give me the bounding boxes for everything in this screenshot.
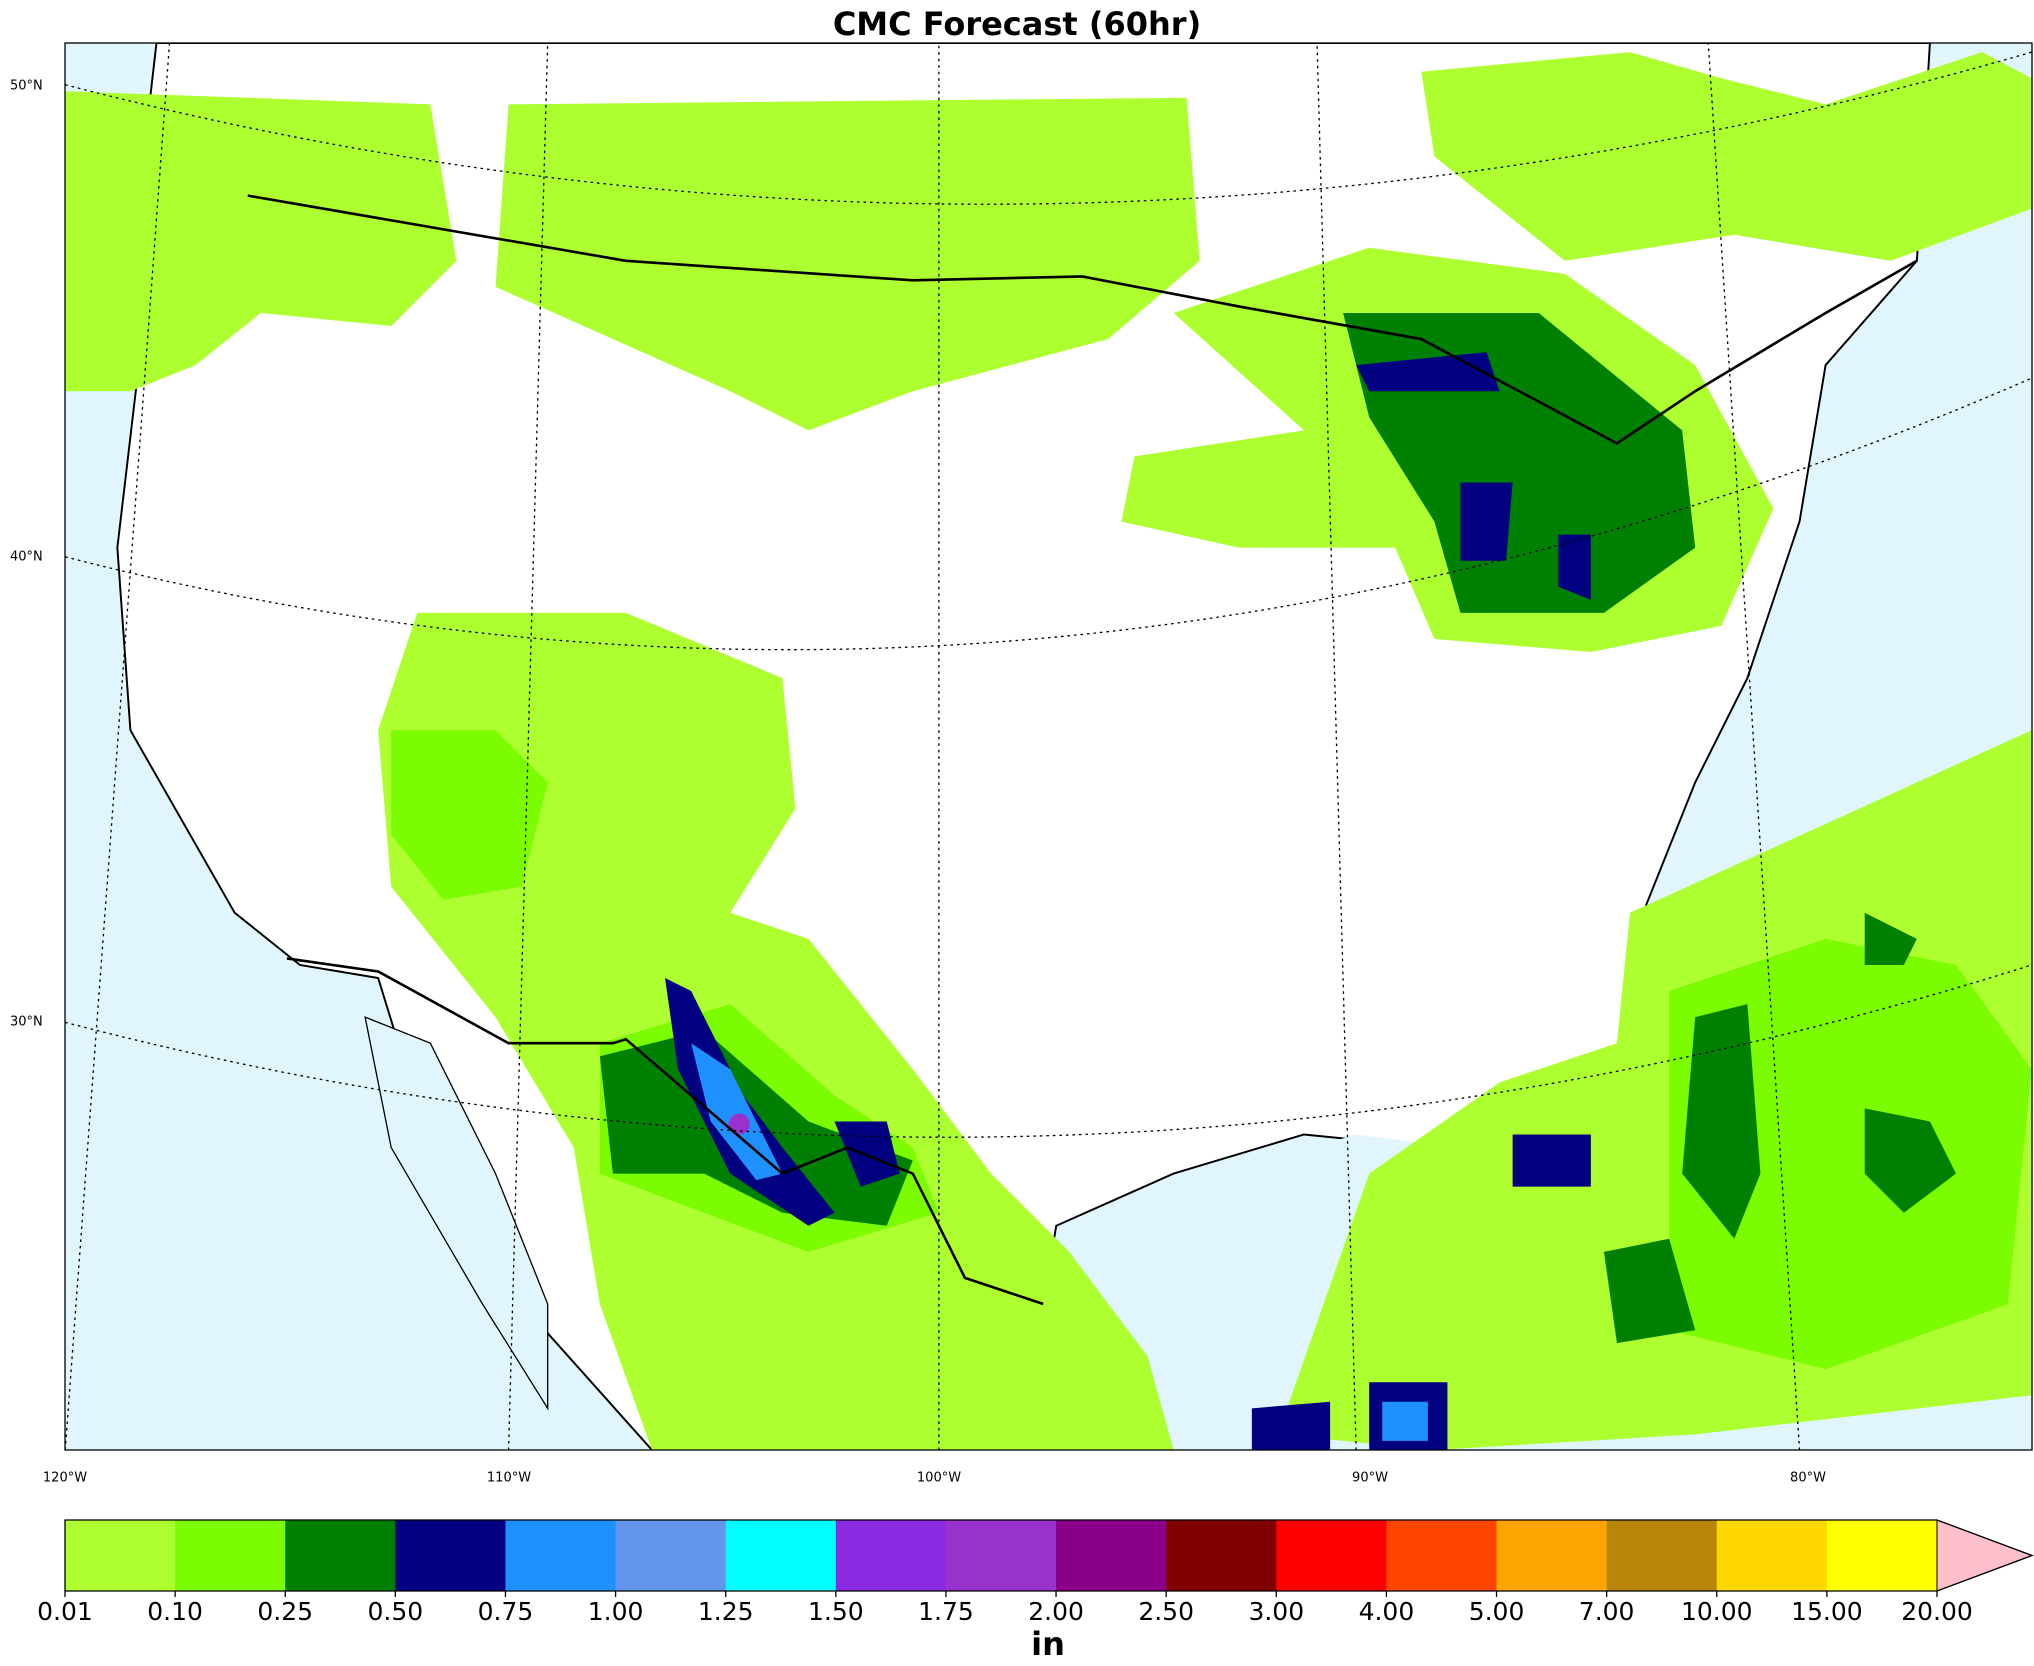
lat-label: 40°N [10,550,43,565]
map [65,43,2032,1450]
colorbar-tick-label: 10.00 [1681,1597,1753,1626]
colorbar-outline [64,1519,2034,1592]
colorbar-tick-label: 1.75 [918,1597,974,1626]
colorbar-tick-label: 15.00 [1791,1597,1863,1626]
colorbar-swatch [1716,1520,1828,1591]
colorbar-tick-label: 0.25 [257,1597,313,1626]
colorbar-swatch [1056,1520,1167,1591]
colorbar-tick-label: 2.00 [1028,1597,1084,1626]
lon-label: 120°W [43,1471,87,1486]
lat-labels: 50°N 40°N 30°N [10,79,43,1030]
lon-label: 80°W [1790,1471,1826,1486]
colorbar-tick-label: 5.00 [1469,1597,1525,1626]
lon-label: 100°W [917,1471,961,1486]
colorbar-swatch [1166,1520,1277,1591]
colorbar-tick-label: 0.50 [368,1597,424,1626]
colorbar-tick-label: 1.50 [808,1597,864,1626]
colorbar-swatch [725,1520,837,1591]
colorbar-swatch [835,1520,947,1591]
colorbar-swatch [395,1520,506,1591]
lon-label: 110°W [487,1471,531,1486]
colorbar-tick-label: 7.00 [1579,1597,1635,1626]
colorbar-tick-label: 4.00 [1359,1597,1415,1626]
colorbar-tick-label: 1.25 [698,1597,754,1626]
lon-label: 90°W [1352,1471,1388,1486]
map-content [65,43,2032,1450]
colorbar-swatch [615,1520,727,1591]
title: CMC Forecast (60hr) [833,5,1201,43]
precipitation [65,52,2032,1450]
map-frame [64,42,2033,1451]
lat-label: 30°N [10,1015,43,1030]
lat-label: 50°N [10,79,43,94]
colorbar: 0.01 0.10 0.25 0.50 0.75 1.00 1.25 1.50 1.75 2.00… [37,1519,2034,1626]
colorbar-swatch [1826,1520,1938,1591]
colorbar-tick-label: 2.50 [1138,1597,1194,1626]
lon-labels: 120°W 110°W 100°W 90°W 80°W [43,1471,1826,1486]
colorbar-swatch [285,1520,396,1591]
colorbar-swatch [945,1520,1057,1591]
colorbar-swatch [1276,1520,1387,1591]
gulf-of-california [364,1016,549,1411]
colorbar-swatch [505,1520,617,1591]
colorbar-extend [1936,1519,2034,1592]
colorbar-swatch [175,1520,286,1591]
colorbar-tick-label: 0.75 [478,1597,534,1626]
graticule [65,43,2032,1450]
colorbar-tick-label: 1.00 [588,1597,644,1626]
colorbar-swatch [1496,1520,1608,1591]
colorbar-units: in [1031,1625,1065,1663]
colorbar-tick-label: 3.00 [1248,1597,1304,1626]
colorbar-tick-label: 0.01 [37,1597,93,1626]
colorbar-swatch [1386,1520,1498,1591]
colorbar-swatch [65,1520,176,1591]
colorbar-swatch [1606,1520,1718,1591]
colorbar-tick-label: 20.00 [1901,1597,1973,1626]
colorbar-tick-label: 0.10 [147,1597,203,1626]
